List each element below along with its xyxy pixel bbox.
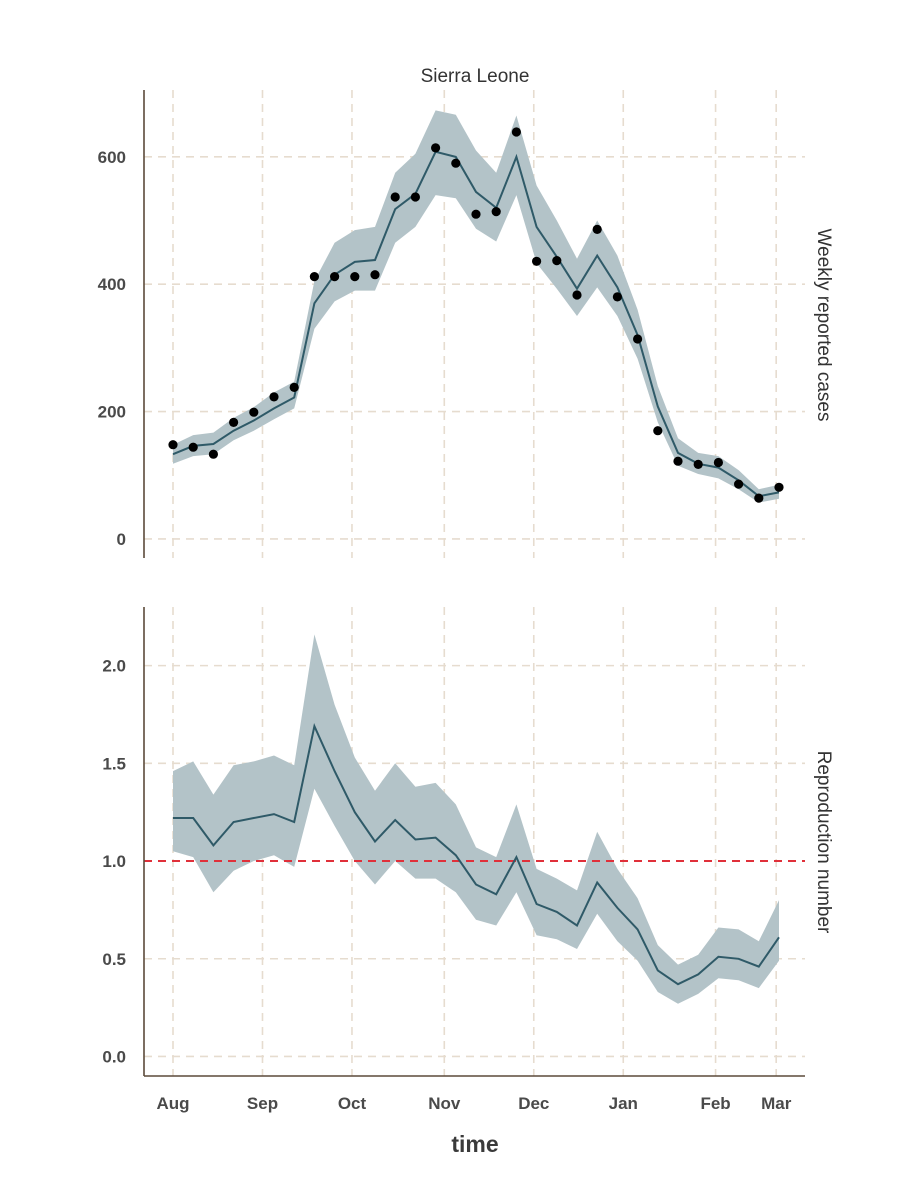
cases-fitted-line	[172, 150, 780, 498]
x-tick-label-jan: Jan	[609, 1094, 638, 1113]
x-tick-label-mar: Mar	[761, 1094, 792, 1113]
cases-band-layer	[173, 110, 779, 503]
observed-case-point	[431, 143, 441, 153]
x-tick-label-sep: Sep	[247, 1094, 278, 1113]
observed-case-point	[410, 192, 420, 202]
r-y-tick-label: 0.0	[102, 1047, 126, 1066]
observed-case-point	[713, 457, 724, 468]
cases-strip-label: Weekly reported cases	[813, 229, 834, 422]
r-band-layer	[173, 634, 779, 1004]
chart-title: Sierra Leone	[421, 66, 530, 87]
observed-case-point	[188, 442, 198, 452]
observed-case-point	[673, 456, 683, 466]
r-mean-line	[173, 722, 780, 986]
reproduction-panel: 0.0 0.5 1.0 1.5 2.0 Reproduction number	[102, 607, 834, 1076]
observed-case-point	[330, 272, 340, 282]
x-tick-label-dec: Dec	[518, 1094, 549, 1113]
cases-y-tick-label: 600	[98, 148, 126, 167]
observed-case-point	[269, 392, 279, 402]
observed-case-point	[471, 209, 481, 219]
r-y-tick-label: 1.0	[102, 852, 126, 871]
observed-case-point	[612, 292, 623, 302]
observed-case-point	[532, 256, 542, 266]
observed-case-point	[229, 417, 239, 427]
r-y-tick-label: 0.5	[102, 950, 126, 969]
observed-case-point	[249, 407, 259, 417]
observed-case-point	[693, 459, 703, 469]
x-tick-label-aug: Aug	[156, 1094, 189, 1113]
cases-points	[168, 127, 784, 503]
x-tick-label-feb: Feb	[700, 1094, 730, 1113]
r-y-tick-label: 2.0	[102, 657, 126, 676]
r-y-tick-label: 1.5	[102, 754, 126, 773]
observed-case-point	[754, 493, 764, 503]
observed-case-point	[734, 479, 744, 489]
observed-case-point	[774, 482, 784, 492]
observed-case-point	[491, 207, 501, 217]
observed-case-point	[451, 158, 461, 168]
observed-case-point	[653, 426, 663, 436]
cases-credible-band	[173, 110, 779, 503]
x-axis: Aug Sep Oct Nov Dec Jan Feb Mar	[144, 1075, 805, 1113]
observed-case-point	[511, 127, 521, 137]
observed-case-point	[592, 224, 602, 234]
observed-case-point	[208, 449, 218, 459]
observed-case-point	[370, 270, 380, 280]
cases-y-tick-label: 400	[98, 275, 126, 294]
cases-panel: 0 200 400 600 Weekly reported cases	[98, 90, 834, 558]
observed-case-point	[168, 440, 178, 450]
observed-case-point	[552, 256, 562, 266]
cases-line-layer	[172, 150, 780, 498]
x-tick-label-nov: Nov	[428, 1094, 461, 1113]
observed-case-point	[309, 272, 319, 282]
observed-case-point	[572, 290, 582, 300]
cases-y-tick-label: 0	[117, 530, 126, 549]
r-credible-band	[173, 634, 779, 1004]
cases-y-tick-label: 200	[98, 403, 126, 422]
x-tick-label-oct: Oct	[338, 1094, 367, 1113]
observed-case-point	[289, 382, 299, 392]
observed-case-point	[390, 192, 400, 202]
observed-case-point	[633, 334, 643, 344]
r-strip-label: Reproduction number	[813, 751, 834, 934]
r-line-layer	[173, 722, 780, 986]
x-axis-title: time	[451, 1131, 498, 1157]
cases-y-axis: 0 200 400 600	[98, 90, 145, 558]
r-y-axis: 0.0 0.5 1.0 1.5 2.0	[102, 607, 145, 1076]
observed-case-point	[350, 272, 360, 282]
